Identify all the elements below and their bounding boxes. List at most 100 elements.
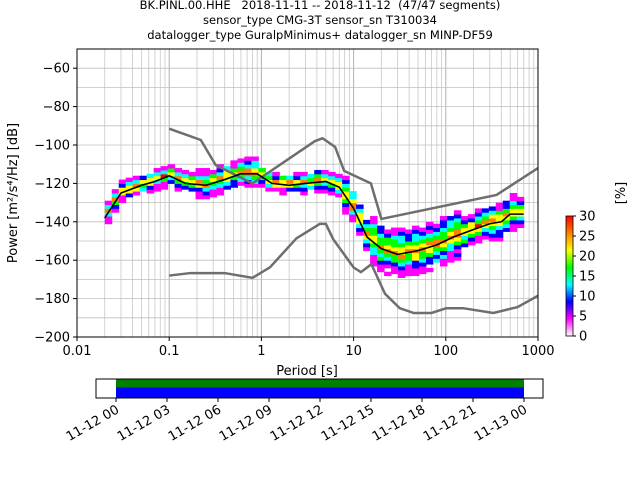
psd-cell xyxy=(286,187,294,192)
psd-cell xyxy=(300,183,308,188)
psd-cell xyxy=(370,239,378,244)
psd-cell xyxy=(216,191,224,196)
psd-cell xyxy=(244,164,252,169)
coverage-tick-label: 11-13 00 xyxy=(472,402,530,444)
psd-cell xyxy=(195,187,204,192)
psd-cell xyxy=(509,227,518,232)
psd-cell xyxy=(405,248,413,254)
psd-cell xyxy=(342,206,350,211)
x-tick-label: 0.01 xyxy=(63,344,92,359)
psd-cell xyxy=(474,227,483,232)
psd-cell xyxy=(377,256,385,261)
colorbar-tick-label: 25 xyxy=(579,230,596,245)
psd-cell xyxy=(342,198,350,204)
psd-cell xyxy=(405,244,413,250)
psd-cell xyxy=(391,246,399,252)
psd-cell xyxy=(160,181,169,186)
psd-cell xyxy=(398,273,406,278)
psd-cell xyxy=(125,193,134,198)
psd-cell xyxy=(230,168,238,173)
psd-cell xyxy=(363,223,371,229)
psd-cell xyxy=(111,204,120,209)
psd-cell xyxy=(474,223,483,229)
psd-cell xyxy=(216,183,224,188)
psd-cell xyxy=(439,254,448,259)
psd-cell xyxy=(370,223,378,229)
coverage-tick-label: 11-12 00 xyxy=(64,402,122,444)
psd-cell xyxy=(446,227,455,232)
psd-cell xyxy=(188,183,197,188)
psd-cell xyxy=(391,242,399,248)
psd-cell xyxy=(181,169,190,175)
psd-cell xyxy=(418,265,427,271)
y-axis-label: Power [m²/s⁴/Hz] [dB] xyxy=(6,123,21,263)
psd-cell xyxy=(418,242,427,248)
x-tick-label: 1 xyxy=(257,344,265,359)
psd-cell xyxy=(474,212,483,217)
noise-model-nhnm xyxy=(168,127,539,221)
psd-cell xyxy=(328,175,336,181)
psd-cell xyxy=(237,177,245,182)
psd-cell xyxy=(258,171,266,177)
psd-cell xyxy=(265,183,273,188)
psd-cell xyxy=(272,175,280,181)
psd-cell xyxy=(244,183,252,188)
psd-cell xyxy=(321,189,329,194)
psd-cell xyxy=(516,216,525,221)
psd-cell xyxy=(237,173,245,179)
psd-cell xyxy=(391,265,399,271)
y-axis-ticks: −60 −80 −100 −120 −140 −160 −180 −200 xyxy=(34,62,77,346)
psd-cell xyxy=(244,156,252,161)
psd-cell xyxy=(118,198,127,204)
psd-cell xyxy=(411,256,420,261)
psd-cell xyxy=(279,187,287,192)
psd-cell xyxy=(446,231,455,236)
psd-cell xyxy=(474,231,483,236)
psd-cell xyxy=(223,185,231,190)
psd-cell xyxy=(411,271,420,277)
psd-cell xyxy=(453,210,462,215)
coverage-processed xyxy=(116,379,524,388)
psd-cell xyxy=(370,219,378,225)
psd-cell xyxy=(160,185,169,190)
colorbar-tick-label: 10 xyxy=(579,290,596,305)
psd-cell xyxy=(202,194,210,200)
psd-cell xyxy=(391,254,399,259)
psd-cell xyxy=(209,193,217,198)
psd-cell xyxy=(516,223,525,229)
psd-cell xyxy=(432,258,441,263)
psd-cell xyxy=(195,168,204,173)
psd-cell xyxy=(307,185,315,190)
y-tick-label: −80 xyxy=(43,100,70,115)
psd-cell xyxy=(230,160,238,165)
psd-cell xyxy=(244,160,252,165)
psd-cell xyxy=(321,181,329,186)
colorbar: 0 5 10 15 20 25 30 xyxy=(565,210,596,345)
psd-cell xyxy=(216,175,224,181)
psd-cell xyxy=(153,168,162,173)
x-axis-label: Period [s] xyxy=(276,364,338,379)
psd-cell xyxy=(349,191,357,196)
psd-cell xyxy=(104,204,113,209)
psd-cell xyxy=(446,219,455,225)
psd-cell xyxy=(495,210,504,215)
psd-cell xyxy=(460,219,469,225)
psd-cell xyxy=(411,267,420,273)
psd-cell xyxy=(418,231,427,236)
psd-cell xyxy=(432,223,441,229)
psd-cell xyxy=(432,254,441,259)
chart-title-line-3: datalogger_type GuralpMinimus+ datalogge… xyxy=(147,28,493,42)
psd-cell xyxy=(314,169,322,175)
psd-cell xyxy=(132,187,141,192)
psd-cell xyxy=(384,264,392,269)
psd-cell xyxy=(384,241,392,246)
psd-cell xyxy=(244,175,252,181)
psd-cell xyxy=(293,171,301,177)
psd-cell xyxy=(335,177,343,182)
psd-cell xyxy=(425,237,434,242)
plot-frame xyxy=(76,48,539,338)
psd-cell xyxy=(439,223,448,229)
psd-cell xyxy=(349,214,357,219)
x-tick-label: 1000 xyxy=(521,344,554,359)
